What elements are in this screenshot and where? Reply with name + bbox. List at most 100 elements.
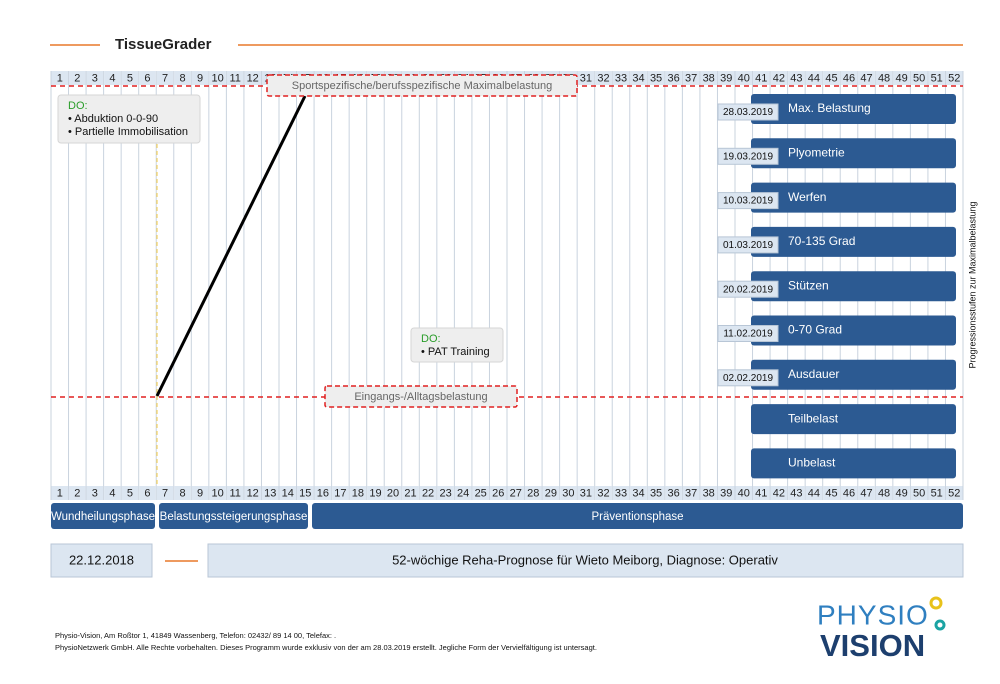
week-cell <box>910 71 928 85</box>
level-label-box <box>324 385 518 408</box>
step-label: Max. Belastung <box>788 101 871 115</box>
week-number: 52 <box>948 72 960 84</box>
week-cell <box>682 71 700 85</box>
week-number: 6 <box>144 487 150 499</box>
logo-dot <box>934 619 946 631</box>
week-number: 2 <box>74 487 80 499</box>
step-label: 0-70 Grad <box>788 323 842 337</box>
week-cell <box>86 71 104 85</box>
week-cell <box>51 71 69 85</box>
phase-label: Präventionsphase <box>591 511 683 523</box>
week-number: 50 <box>913 72 925 84</box>
week-cell <box>700 486 717 500</box>
logo-bottom: VISION <box>820 628 925 663</box>
week-number: 50 <box>913 487 925 499</box>
week-cell <box>507 486 525 500</box>
week-number: 30 <box>562 487 574 499</box>
step-date: 11.02.2019 <box>723 329 773 340</box>
week-number: 29 <box>545 487 557 499</box>
step-date-box <box>717 103 779 121</box>
week-cell <box>560 486 577 500</box>
week-cell <box>770 71 788 85</box>
week-cell <box>472 486 489 500</box>
step-box <box>751 94 956 124</box>
week-cell <box>279 486 297 500</box>
week-number: 4 <box>109 72 115 84</box>
week-cell <box>542 486 560 500</box>
week-cell <box>858 486 875 500</box>
week-number: 37 <box>685 72 697 84</box>
week-cell <box>928 71 945 85</box>
week-cell <box>191 71 209 85</box>
week-number: 42 <box>773 72 785 84</box>
note-heading: DO: <box>421 333 441 345</box>
step-date-box <box>717 147 779 165</box>
week-number: 17 <box>334 487 346 499</box>
week-cell <box>349 486 367 500</box>
week-number: 15 <box>299 487 311 499</box>
week-number: 36 <box>667 487 679 499</box>
step-label: Ausdauer <box>788 367 839 381</box>
phase-bar <box>312 503 963 529</box>
week-number: 36 <box>667 72 679 84</box>
week-number: 20 <box>387 487 399 499</box>
week-number: 2 <box>74 72 80 84</box>
week-number: 34 <box>632 72 644 84</box>
week-number: 5 <box>127 72 133 84</box>
week-number: 40 <box>738 487 750 499</box>
week-number: 25 <box>475 487 487 499</box>
week-cell <box>174 486 191 500</box>
step-date: 19.03.2019 <box>723 151 773 162</box>
week-cell <box>595 71 612 85</box>
week-cell <box>665 486 682 500</box>
phase-bar <box>51 503 155 529</box>
note-item: • Abduktion 0-0-90 <box>68 113 158 125</box>
week-number: 51 <box>931 487 943 499</box>
week-cell <box>893 71 910 85</box>
week-number: 46 <box>843 72 855 84</box>
app-title: TissueGrader <box>115 36 212 53</box>
week-cell <box>104 486 121 500</box>
week-number: 31 <box>580 72 592 84</box>
week-cell <box>86 486 104 500</box>
progress-line <box>155 95 307 397</box>
step-box <box>751 404 956 435</box>
week-cell <box>595 486 612 500</box>
week-number: 39 <box>720 72 732 84</box>
week-cell <box>69 486 86 500</box>
step-date: 28.03.2019 <box>723 107 773 118</box>
week-cell <box>910 486 928 500</box>
week-number: 10 <box>211 72 223 84</box>
week-cell <box>489 486 507 500</box>
week-number: 14 <box>282 487 294 499</box>
week-cell <box>665 71 682 85</box>
step-date-box <box>717 280 779 298</box>
step-date-box <box>717 236 779 254</box>
step-label: Teilbelast <box>788 411 839 425</box>
week-number: 41 <box>755 72 767 84</box>
week-number: 45 <box>825 487 837 499</box>
week-cell <box>51 486 69 500</box>
week-number: 35 <box>650 487 662 499</box>
week-cell <box>630 71 647 85</box>
week-number: 33 <box>615 72 627 84</box>
week-cell <box>402 486 419 500</box>
step-box <box>751 226 956 257</box>
week-cell <box>788 486 805 500</box>
week-number: 18 <box>352 487 364 499</box>
week-number: 27 <box>510 487 522 499</box>
summary-date: 22.12.2018 <box>69 552 134 567</box>
step-date-box <box>717 325 779 342</box>
week-number: 35 <box>650 72 662 84</box>
week-number: 47 <box>860 72 872 84</box>
week-cell <box>840 486 858 500</box>
week-cell <box>261 486 279 500</box>
week-number: 43 <box>790 487 802 499</box>
week-number: 49 <box>895 487 907 499</box>
step-label: Unbelast <box>788 456 836 470</box>
note-item: • PAT Training <box>421 346 490 358</box>
week-cell <box>647 71 665 85</box>
week-cell <box>875 71 893 85</box>
week-number: 9 <box>197 487 203 499</box>
week-number: 11 <box>229 487 240 499</box>
